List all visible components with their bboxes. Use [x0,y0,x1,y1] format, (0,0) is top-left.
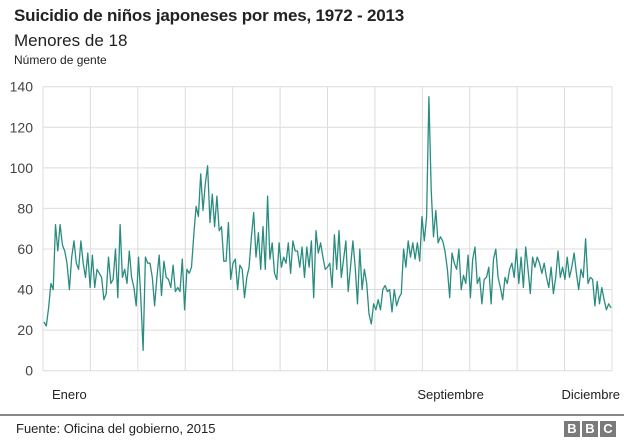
grid [42,86,613,372]
bbc-logo-letter: B [582,421,598,437]
y-tick-label: 0 [25,363,33,379]
bbc-logo-letter: B [564,421,580,437]
footer-divider [0,414,624,416]
y-tick-labels: 0 20 40 60 80 100 120 140 [10,79,34,379]
y-tick-label: 40 [17,282,33,298]
bbc-logo-letter: C [600,421,616,437]
x-tick-label-enero: Enero [52,387,87,402]
chart-title: Suicidio de niños japoneses por mes, 197… [14,6,405,25]
y-tick-label: 120 [10,119,34,135]
x-tick-label-diciembre: Diciembre [561,387,620,402]
x-tick-label-septiembre: Septiembre [417,387,483,402]
source-note: Fuente: Oficina del gobierno, 2015 [16,421,216,436]
bbc-logo: B B C [564,421,616,437]
x-tick-labels: Enero Septiembre Diciembre [52,387,620,402]
y-tick-label: 100 [10,160,34,176]
chart-subtitle: Menores de 18 [14,31,128,50]
series-line [43,96,612,352]
y-tick-label: 140 [10,79,34,95]
y-tick-label: 60 [17,241,33,257]
y-axis-label: Número de gente [14,53,107,67]
y-tick-label: 20 [17,322,33,338]
y-tick-label: 80 [17,200,33,216]
